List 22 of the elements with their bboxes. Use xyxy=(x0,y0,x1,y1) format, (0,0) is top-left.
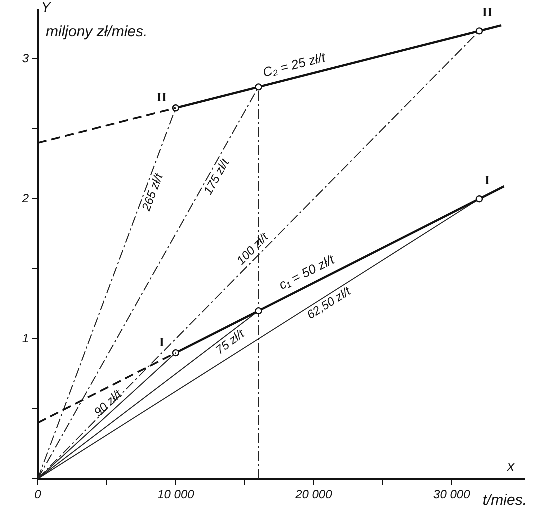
series-label: I xyxy=(484,172,490,188)
text: I xyxy=(159,334,164,350)
y-tick-label: 2 xyxy=(21,191,30,206)
x-tick-label: 10 000 xyxy=(158,488,195,502)
y-axis-title: miljony zł/mies. xyxy=(46,23,148,40)
text: 75 zł/t xyxy=(213,326,248,358)
text: 265 zł/t xyxy=(138,171,166,214)
text: II xyxy=(156,90,168,105)
y-tick-label: 3 xyxy=(22,52,30,66)
x-tick-label: 20 000 xyxy=(294,488,333,502)
annotation: C₂ = 25 zł/t xyxy=(261,49,328,80)
x-axis-title: t/mies. xyxy=(482,492,527,509)
x-tick-label: 0 xyxy=(34,488,42,502)
text: 100 zł/t xyxy=(234,230,272,268)
y-tick-label: 1 xyxy=(22,331,29,346)
annotation: Y xyxy=(41,0,52,16)
series-label: II xyxy=(482,4,493,20)
text: 90 zł/t xyxy=(92,386,126,420)
annotation: x xyxy=(506,458,516,474)
text: 175 zł/t xyxy=(200,156,232,198)
x-tick-label: 30 000 xyxy=(434,488,471,502)
annotation: c₁ = 50 zł/t xyxy=(276,251,338,293)
